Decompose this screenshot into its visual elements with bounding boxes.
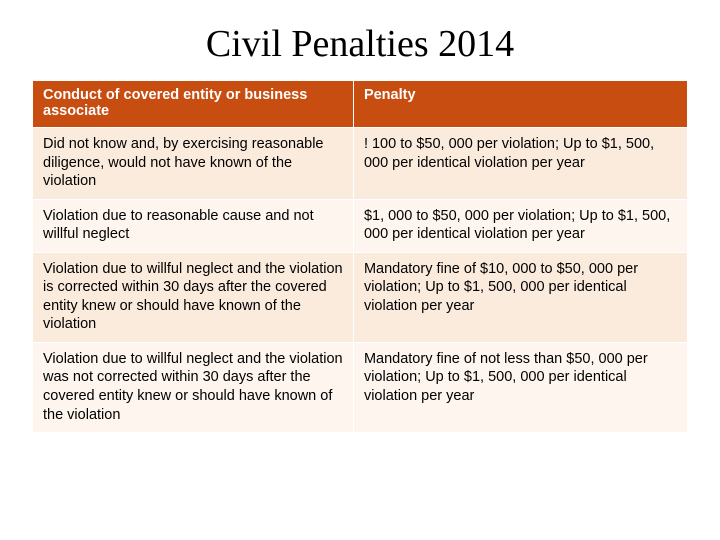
table-row: Did not know and, by exercising reasonab… [33, 128, 688, 200]
table-row: Violation due to reasonable cause and no… [33, 199, 688, 252]
cell-conduct: Violation due to willful neglect and the… [33, 252, 354, 342]
cell-conduct: Did not know and, by exercising reasonab… [33, 128, 354, 200]
table-row: Violation due to willful neglect and the… [33, 252, 688, 342]
cell-penalty: Mandatory fine of not less than $50, 000… [353, 342, 687, 432]
penalties-table: Conduct of covered entity or business as… [32, 80, 688, 433]
column-header-conduct: Conduct of covered entity or business as… [33, 81, 354, 128]
table-row: Violation due to willful neglect and the… [33, 342, 688, 432]
slide-container: Civil Penalties 2014 Conduct of covered … [0, 0, 720, 540]
table-header-row: Conduct of covered entity or business as… [33, 81, 688, 128]
cell-conduct: Violation due to reasonable cause and no… [33, 199, 354, 252]
cell-penalty: $1, 000 to $50, 000 per violation; Up to… [353, 199, 687, 252]
cell-penalty: Mandatory fine of $10, 000 to $50, 000 p… [353, 252, 687, 342]
column-header-penalty: Penalty [353, 81, 687, 128]
cell-penalty: ! 100 to $50, 000 per violation; Up to $… [353, 128, 687, 200]
slide-title: Civil Penalties 2014 [32, 22, 688, 66]
cell-conduct: Violation due to willful neglect and the… [33, 342, 354, 432]
